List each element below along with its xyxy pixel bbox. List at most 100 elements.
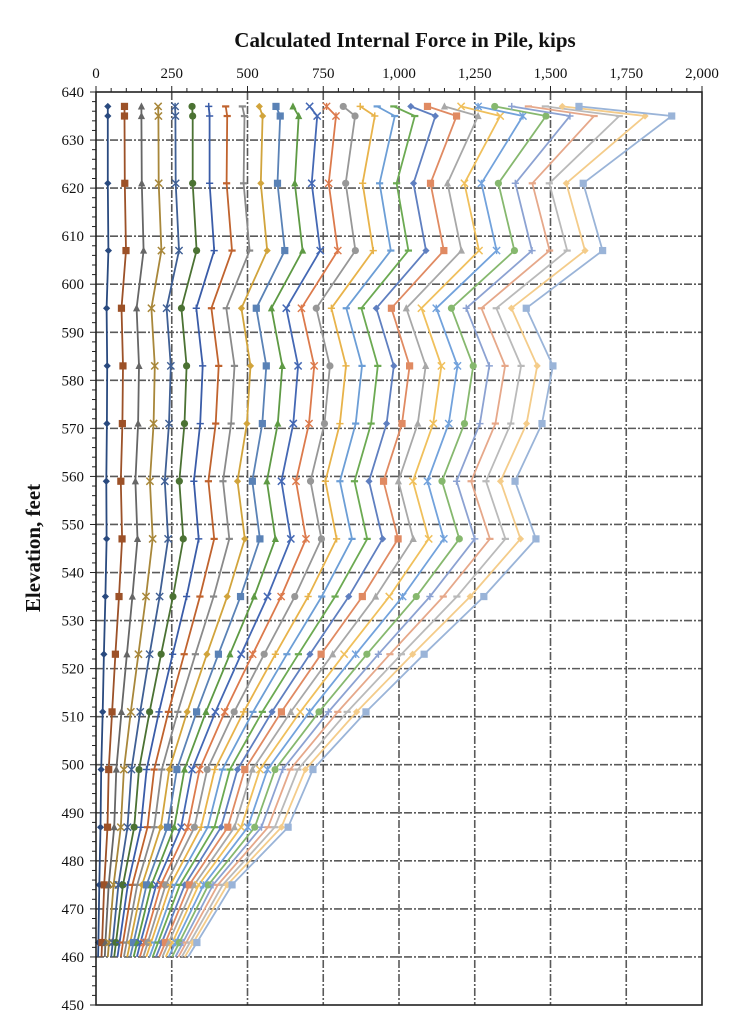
series-9: [123, 105, 254, 958]
x-tick-label: 500: [236, 66, 259, 82]
series-line: [164, 105, 502, 958]
data-point-x: [263, 592, 272, 601]
data-point-x: [157, 246, 166, 255]
series-16: [145, 102, 379, 958]
series-26: [177, 105, 598, 958]
data-point-x: [211, 707, 220, 717]
x-tick-label: 1,500: [534, 66, 568, 82]
data-point-star: [248, 650, 257, 659]
data-point-circle: [192, 246, 201, 255]
data-point-square: [522, 304, 530, 312]
data-point-circle: [177, 304, 186, 312]
data-point-square: [163, 823, 172, 831]
gridlines: [96, 92, 702, 1005]
data-point-plus: [206, 179, 214, 187]
data-point-square: [228, 881, 236, 889]
series-12: [132, 102, 307, 958]
data-point-plus: [359, 179, 367, 187]
series-line: [177, 105, 595, 958]
y-axis-label: Elevation, feet: [21, 484, 45, 612]
data-point-circle: [135, 765, 143, 774]
data-point-diamond: [203, 650, 211, 658]
data-point-plus: [485, 362, 493, 370]
data-point-plus: [210, 246, 218, 255]
data-point-x: [496, 111, 505, 121]
y-tick-label: 490: [62, 806, 85, 822]
data-point-square: [420, 650, 428, 658]
data-point-square: [362, 708, 370, 716]
y-tick-label: 550: [62, 517, 85, 533]
data-point-diamond: [301, 765, 309, 774]
data-point-plus: [336, 419, 344, 428]
data-point-square: [103, 823, 112, 831]
data-point-square: [118, 535, 126, 543]
data-point-x: [150, 361, 159, 371]
data-point-diamond: [165, 765, 173, 774]
data-point-star: [291, 477, 301, 486]
data-point-star: [166, 361, 175, 370]
series-2: [98, 102, 130, 957]
data-point-star: [277, 592, 286, 601]
series-20: [158, 102, 461, 958]
data-point-circle: [542, 112, 550, 120]
data-point-circle: [260, 650, 268, 658]
data-point-plus: [356, 102, 364, 111]
data-point-triangle: [291, 179, 299, 187]
data-point-x: [460, 179, 469, 188]
data-point-circle: [203, 765, 211, 774]
data-point-plus: [199, 362, 207, 370]
data-point-plus: [566, 112, 574, 120]
data-point-triangle: [137, 102, 146, 110]
data-point-plus: [192, 304, 200, 312]
y-tick-label: 520: [62, 662, 85, 678]
data-point-plus: [143, 765, 151, 774]
data-point-circle: [412, 592, 420, 601]
data-point-star: [477, 179, 486, 188]
data-point-square: [143, 881, 151, 889]
data-point-diamond: [157, 823, 165, 831]
data-point-diamond: [382, 419, 391, 428]
data-point-diamond: [352, 708, 361, 716]
series-7: [116, 102, 218, 958]
data-point-square: [108, 708, 116, 716]
data-point-triangle: [457, 246, 466, 254]
data-point-square: [668, 112, 676, 120]
data-point-diamond: [372, 304, 380, 312]
data-point-square: [398, 419, 406, 428]
data-point-square: [120, 112, 129, 120]
data-point-diamond: [237, 304, 246, 312]
series-5: [108, 102, 184, 957]
data-point-triangle: [372, 592, 380, 600]
data-point-diamond: [103, 419, 111, 428]
data-point-square: [379, 477, 388, 485]
data-point-square: [111, 650, 119, 658]
data-point-square: [118, 419, 126, 428]
axes: 0 250 500 750 1,000 1,250 1,500 1,750 2,000 640 63…: [62, 66, 719, 1014]
data-point-x: [154, 179, 163, 188]
data-point-x: [148, 534, 157, 544]
data-point-diamond: [223, 592, 231, 601]
data-point-square: [317, 650, 325, 658]
data-point-x: [385, 592, 394, 601]
data-point-plus: [374, 650, 382, 658]
data-point-star: [164, 419, 174, 428]
data-point-circle: [182, 362, 191, 370]
data-point-triangle: [250, 592, 258, 600]
data-point-x: [424, 534, 433, 544]
data-point-triangle: [202, 707, 210, 715]
data-point-star: [473, 102, 483, 111]
data-point-diamond: [104, 246, 113, 255]
series-13: [136, 102, 325, 958]
data-point-circle: [188, 102, 196, 111]
data-point-triangle: [123, 650, 131, 658]
data-point-star: [263, 765, 272, 774]
data-point-circle: [326, 362, 334, 370]
data-point-star: [301, 534, 311, 543]
data-point-square: [452, 112, 461, 120]
y-tick-label: 460: [62, 950, 85, 966]
x-tick-label: 1,750: [609, 66, 643, 82]
data-point-circle: [455, 535, 463, 543]
data-point-triangle: [134, 419, 142, 427]
y-tick-label: 640: [62, 85, 85, 101]
data-point-plus: [462, 304, 470, 312]
